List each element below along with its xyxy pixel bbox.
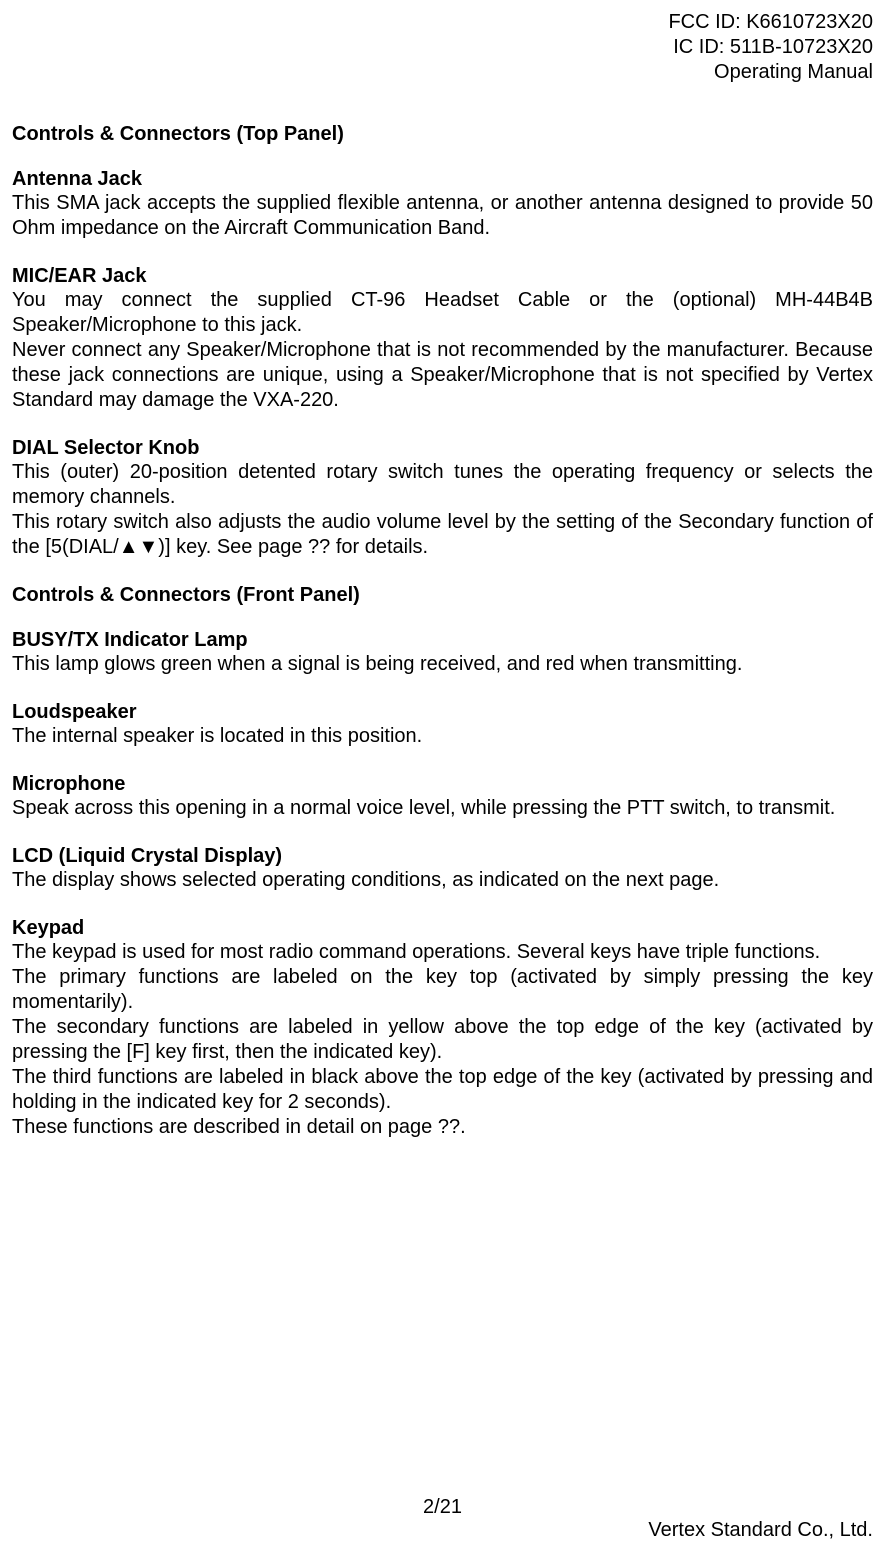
page-number: 2/21 bbox=[12, 1496, 873, 1519]
mic-ear-jack-title: MIC/EAR Jack bbox=[12, 265, 873, 288]
lcd-section: LCD (Liquid Crystal Display) The display… bbox=[12, 845, 873, 893]
antenna-jack-title: Antenna Jack bbox=[12, 168, 873, 191]
keypad-body2: The primary functions are labeled on the… bbox=[12, 965, 873, 1015]
dial-knob-body2: This rotary switch also adjusts the audi… bbox=[12, 510, 873, 560]
keypad-body1: The keypad is used for most radio comman… bbox=[12, 940, 873, 965]
front-panel-heading: Controls & Connectors (Front Panel) bbox=[12, 584, 873, 607]
microphone-title: Microphone bbox=[12, 773, 873, 796]
document-header: FCC ID: K6610723X20 IC ID: 511B-10723X20… bbox=[12, 10, 873, 85]
top-panel-heading: Controls & Connectors (Top Panel) bbox=[12, 123, 873, 146]
microphone-body: Speak across this opening in a normal vo… bbox=[12, 796, 873, 821]
keypad-body4: The third functions are labeled in black… bbox=[12, 1065, 873, 1115]
mic-ear-jack-section: MIC/EAR Jack You may connect the supplie… bbox=[12, 265, 873, 413]
lcd-body: The display shows selected operating con… bbox=[12, 868, 873, 893]
company-name: Vertex Standard Co., Ltd. bbox=[12, 1519, 873, 1542]
dial-knob-section: DIAL Selector Knob This (outer) 20-posit… bbox=[12, 437, 873, 560]
antenna-jack-body: This SMA jack accepts the supplied flexi… bbox=[12, 191, 873, 241]
keypad-body5: These functions are described in detail … bbox=[12, 1115, 873, 1140]
keypad-section: Keypad The keypad is used for most radio… bbox=[12, 917, 873, 1140]
busy-tx-section: BUSY/TX Indicator Lamp This lamp glows g… bbox=[12, 629, 873, 677]
keypad-body3: The secondary functions are labeled in y… bbox=[12, 1015, 873, 1065]
microphone-section: Microphone Speak across this opening in … bbox=[12, 773, 873, 821]
fcc-id: FCC ID: K6610723X20 bbox=[12, 10, 873, 35]
ic-id: IC ID: 511B-10723X20 bbox=[12, 35, 873, 60]
document-footer: 2/21 Vertex Standard Co., Ltd. bbox=[12, 1496, 873, 1542]
doc-type: Operating Manual bbox=[12, 60, 873, 85]
busy-tx-title: BUSY/TX Indicator Lamp bbox=[12, 629, 873, 652]
mic-ear-jack-body2: Never connect any Speaker/Microphone tha… bbox=[12, 338, 873, 413]
loudspeaker-title: Loudspeaker bbox=[12, 701, 873, 724]
antenna-jack-section: Antenna Jack This SMA jack accepts the s… bbox=[12, 168, 873, 241]
keypad-title: Keypad bbox=[12, 917, 873, 940]
lcd-title: LCD (Liquid Crystal Display) bbox=[12, 845, 873, 868]
dial-knob-body1: This (outer) 20-position detented rotary… bbox=[12, 460, 873, 510]
dial-knob-title: DIAL Selector Knob bbox=[12, 437, 873, 460]
mic-ear-jack-body1: You may connect the supplied CT-96 Heads… bbox=[12, 288, 873, 338]
loudspeaker-section: Loudspeaker The internal speaker is loca… bbox=[12, 701, 873, 749]
loudspeaker-body: The internal speaker is located in this … bbox=[12, 724, 873, 749]
busy-tx-body: This lamp glows green when a signal is b… bbox=[12, 652, 873, 677]
